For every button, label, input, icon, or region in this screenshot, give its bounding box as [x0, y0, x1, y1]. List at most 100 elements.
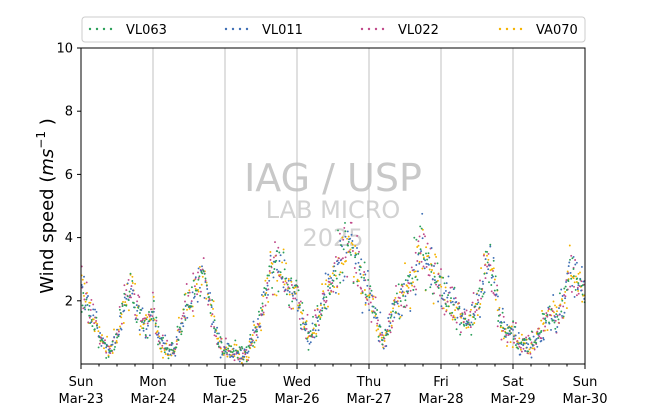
data-point	[338, 257, 340, 260]
data-point	[513, 341, 515, 344]
data-point	[361, 291, 364, 294]
data-point	[237, 350, 239, 353]
data-point	[245, 360, 248, 363]
data-point	[158, 335, 161, 338]
data-point	[247, 345, 250, 348]
data-point	[234, 339, 237, 342]
data-point	[424, 235, 426, 238]
data-point	[259, 306, 262, 309]
data-point	[572, 255, 575, 258]
data-point	[478, 306, 481, 309]
x-tick-label-day: Sun	[573, 375, 598, 390]
data-point	[444, 289, 447, 292]
data-point	[565, 307, 568, 310]
data-point	[243, 348, 246, 351]
legend-marker	[360, 27, 364, 31]
data-point	[141, 321, 143, 323]
data-point	[550, 317, 553, 320]
data-point	[90, 318, 93, 321]
data-point	[335, 277, 338, 280]
data-point	[245, 348, 248, 351]
data-point	[437, 284, 440, 287]
data-point	[161, 346, 164, 349]
data-point	[199, 290, 202, 293]
data-point	[131, 275, 134, 278]
data-point	[571, 257, 574, 260]
legend-marker	[367, 27, 371, 31]
data-point	[197, 290, 200, 293]
data-point	[179, 328, 182, 331]
y-axis-label-exponent: −1	[34, 131, 48, 149]
data-point	[331, 285, 334, 287]
data-point	[123, 292, 126, 295]
data-point	[272, 271, 275, 274]
data-point	[520, 341, 523, 344]
data-point	[377, 319, 379, 322]
data-point	[390, 314, 393, 317]
data-point	[374, 307, 377, 310]
data-point	[356, 284, 359, 287]
data-point	[415, 264, 418, 266]
data-point	[290, 307, 293, 310]
data-point	[374, 314, 377, 317]
data-point	[282, 248, 285, 251]
data-point	[582, 280, 585, 283]
data-point	[559, 304, 562, 307]
data-point	[87, 308, 90, 311]
data-point	[369, 301, 372, 304]
data-point	[504, 331, 507, 334]
data-point	[422, 265, 425, 268]
data-point	[337, 292, 340, 295]
data-points	[80, 212, 586, 364]
data-point	[355, 271, 358, 274]
data-point	[257, 310, 260, 313]
data-point	[421, 237, 424, 240]
data-point	[554, 304, 556, 307]
data-point	[404, 279, 407, 282]
data-point	[184, 318, 187, 321]
data-point	[414, 270, 417, 273]
data-point	[444, 303, 447, 306]
data-point	[417, 244, 420, 247]
data-point	[278, 260, 281, 262]
data-point	[444, 286, 447, 289]
data-point	[415, 288, 418, 291]
data-point	[216, 332, 219, 335]
data-point	[116, 336, 119, 339]
data-point	[308, 342, 311, 345]
data-point	[581, 284, 584, 287]
data-point	[252, 344, 254, 347]
data-point	[479, 303, 482, 305]
data-point	[430, 270, 433, 273]
data-point	[185, 303, 188, 306]
data-point	[450, 297, 452, 300]
data-point	[576, 286, 579, 289]
data-point	[85, 281, 88, 284]
data-point	[358, 250, 360, 253]
data-point	[528, 348, 531, 351]
data-point	[98, 326, 101, 329]
data-point	[448, 291, 451, 294]
data-point	[303, 326, 306, 328]
data-point	[104, 339, 106, 342]
data-point	[464, 317, 467, 320]
data-point	[293, 290, 296, 293]
data-point	[188, 307, 191, 310]
data-point	[193, 295, 196, 298]
data-point	[313, 309, 316, 312]
data-point	[232, 347, 235, 350]
data-point	[576, 288, 579, 291]
data-point	[152, 317, 155, 320]
data-point	[502, 327, 505, 330]
data-point	[548, 305, 551, 308]
data-point	[420, 260, 423, 263]
data-point	[480, 288, 483, 291]
data-point	[349, 237, 352, 240]
data-point	[292, 307, 295, 310]
data-point	[540, 339, 543, 342]
data-point	[447, 294, 450, 297]
data-point	[119, 315, 121, 318]
data-point	[447, 305, 450, 308]
data-point	[458, 307, 461, 310]
data-point	[415, 238, 418, 241]
